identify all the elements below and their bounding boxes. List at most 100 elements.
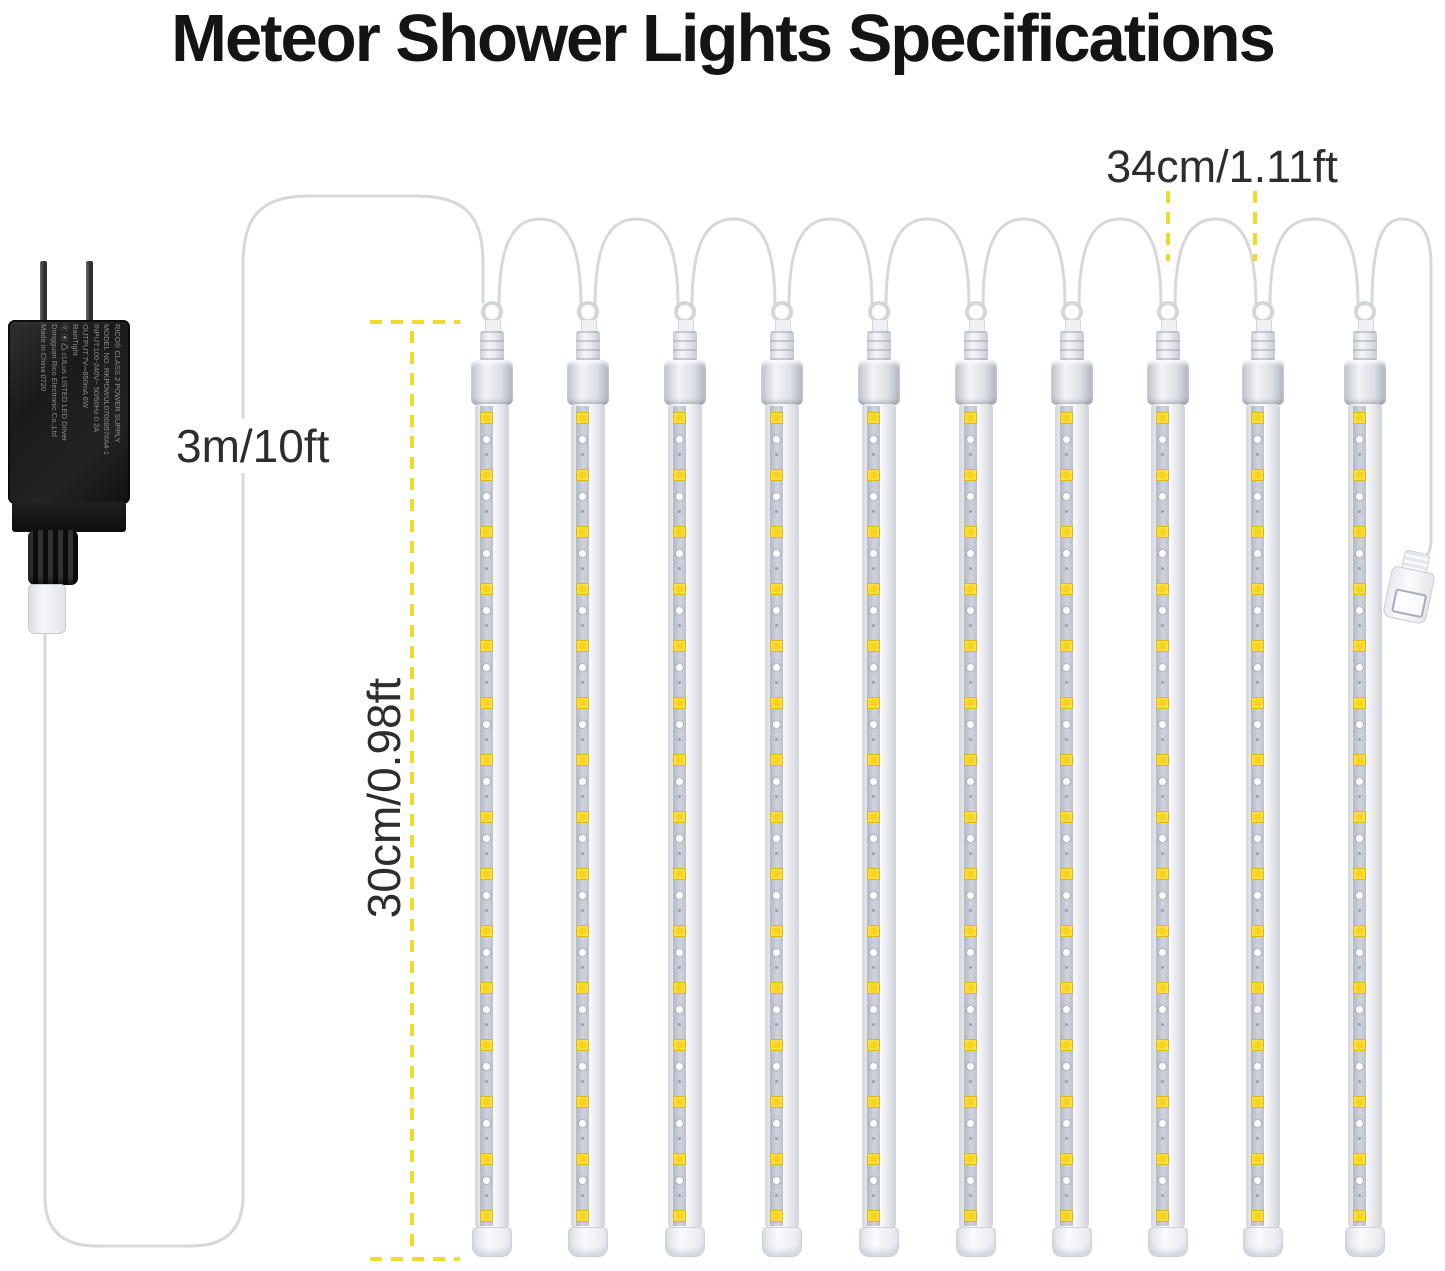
solder-point [676,1006,683,1013]
led-chip [673,583,686,595]
strip-dot [775,624,778,627]
led-chip [1060,925,1073,937]
led-chip [964,1210,977,1222]
solder-point [773,721,780,728]
solder-point [1356,550,1363,557]
tube-neck [673,331,697,361]
solder-point [967,436,974,443]
solder-point [483,550,490,557]
led-chip [1060,1210,1073,1222]
strip-dot [775,738,778,741]
solder-point [1063,892,1070,899]
tube-cap [858,360,900,405]
tube-neck [867,331,891,361]
loop-tab [1256,320,1272,332]
solder-point [579,436,586,443]
tube-spacing-label: 34cm/1.11ft [1072,141,1372,193]
strip-dot [1256,624,1259,627]
wire-segment [1268,217,1360,308]
adapter-connector-tip [28,584,66,634]
solder-point [967,835,974,842]
solder-point [483,493,490,500]
solder-point [870,778,877,785]
solder-point [483,1063,490,1070]
led-chip [1251,583,1264,595]
solder-point [1159,1006,1166,1013]
led-chip [770,583,783,595]
strip-dot [1358,681,1361,684]
tube-cap [1051,360,1093,405]
solder-point [1063,721,1070,728]
solder-point [1254,721,1261,728]
strip-dot [581,909,584,912]
adapter-label-line: RainTight [71,324,80,356]
led-chip [1251,526,1264,538]
strip-dot [872,567,875,570]
solder-point [483,835,490,842]
solder-point [579,949,586,956]
led-chip [867,925,880,937]
strip-dot [969,1080,972,1083]
solder-point [1356,607,1363,614]
led-chip [867,526,880,538]
tube-endcap [1148,1227,1188,1257]
solder-point [773,664,780,671]
tube-neck [1251,331,1275,361]
led-chip [480,526,493,538]
led-chip [770,1039,783,1051]
solder-point [483,607,490,614]
solder-point [579,607,586,614]
led-chip [964,640,977,652]
led-chip [1156,754,1169,766]
led-chip [867,1153,880,1165]
strip-dot [678,1194,681,1197]
strip-dot [1161,1194,1164,1197]
led-chip [1353,1153,1366,1165]
loop-tab [872,320,888,332]
tube-cap [761,360,803,405]
strip-dot [1358,1137,1361,1140]
led-chip [1060,1039,1073,1051]
strip-dot [485,966,488,969]
led-chip [964,811,977,823]
led-chip [1251,1039,1264,1051]
led-chip [867,811,880,823]
tube-endcap [956,1227,996,1257]
strip-dot [678,567,681,570]
led-chip [673,697,686,709]
led-chip [480,811,493,823]
strip-dot [678,510,681,513]
led-chip [1156,412,1169,424]
adapter-spec-label: RICO® CLASS 2 POWER SUPPLY MODEL NO.:RKPO… [16,324,123,500]
tube-endcap [472,1227,512,1257]
strip-dot [969,624,972,627]
strip-dot [969,453,972,456]
led-chip [1251,697,1264,709]
solder-point [1159,721,1166,728]
solder-point [483,721,490,728]
solder-point [1356,493,1363,500]
strip-dot [1161,1137,1164,1140]
strip-dot [775,852,778,855]
strip-dot [1358,624,1361,627]
strip-dot [1065,909,1068,912]
led-chip [576,982,589,994]
wire-segment [43,194,485,1248]
solder-point [1159,949,1166,956]
led-chip [673,1096,686,1108]
strip-dot [485,567,488,570]
strip-dot [485,510,488,513]
strip-dot [1358,966,1361,969]
adapter-knurled-nut [28,530,78,585]
length-dash-bottom [370,1257,460,1261]
led-chip [1251,811,1264,823]
solder-point [773,778,780,785]
led-chip [1353,697,1366,709]
led-chip [1060,412,1073,424]
tube-endcap [568,1227,608,1257]
led-chip [867,469,880,481]
strip-dot [678,909,681,912]
solder-point [967,949,974,956]
led-chip [576,583,589,595]
solder-point [1356,1177,1363,1184]
